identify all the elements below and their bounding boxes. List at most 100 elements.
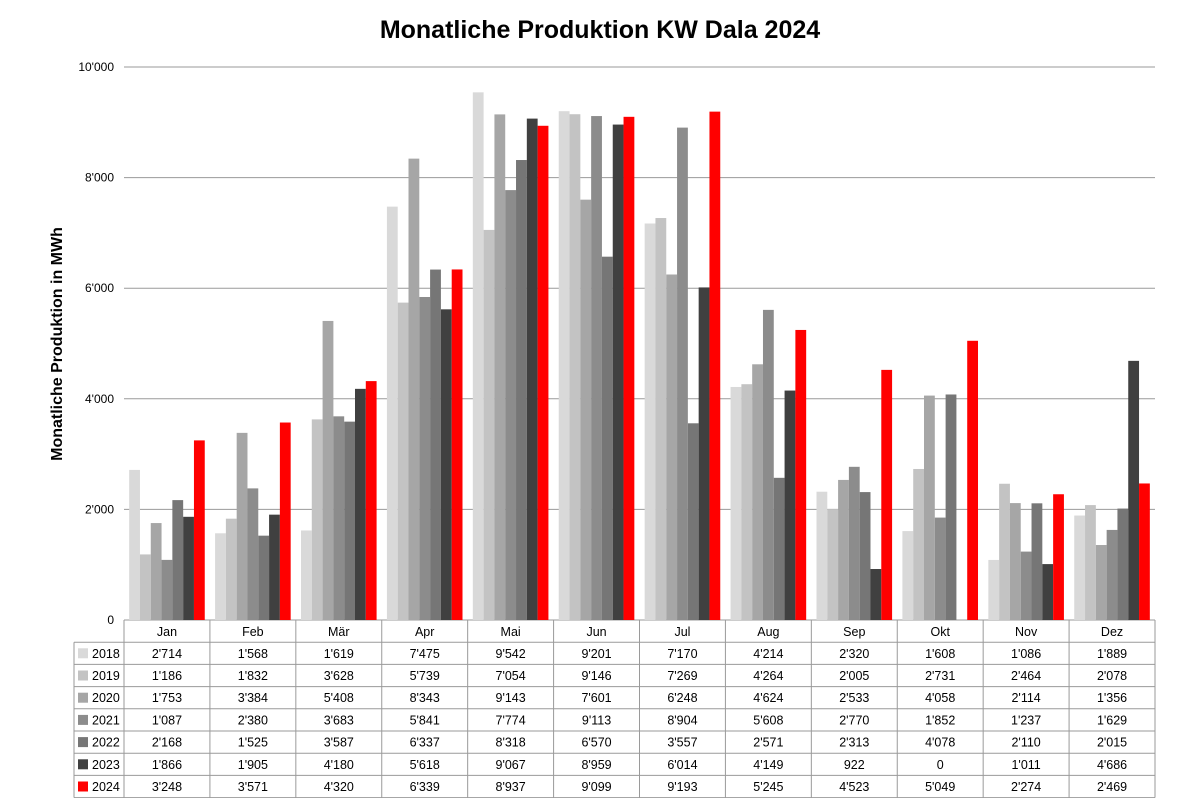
bar	[967, 340, 979, 620]
table-cell-value: 8'904	[667, 713, 697, 727]
bar	[1139, 483, 1150, 620]
bar	[655, 218, 667, 621]
table-cell-value: 3'683	[324, 713, 354, 727]
table-cell-value: 4'624	[753, 691, 783, 705]
table-cell-value: 4'149	[753, 758, 783, 772]
legend-label: 2020	[92, 691, 120, 705]
table-cell-value: 5'408	[324, 691, 354, 705]
table-cell-value: 2'274	[1011, 780, 1041, 794]
table-cell-value: 3'628	[324, 669, 354, 683]
table-cell-value: 4'214	[753, 647, 783, 661]
x-tick-label: Jul	[674, 625, 690, 639]
table-cell-value: 8'959	[581, 758, 611, 772]
bar	[408, 158, 420, 621]
table-cell-value: 9'113	[582, 713, 611, 727]
legend-label: 2021	[92, 713, 120, 727]
bar	[913, 468, 925, 620]
table-cell-value: 2'313	[839, 736, 869, 750]
table-cell-value: 2'770	[839, 713, 869, 727]
table-cell-value: 6'570	[581, 736, 611, 750]
table-cell-value: 1'832	[238, 669, 268, 683]
table-cell-value: 2'078	[1097, 669, 1127, 683]
x-tick-label: Jan	[157, 625, 177, 639]
bar	[333, 416, 345, 620]
bar	[988, 559, 1000, 620]
table-cell-value: 1'087	[152, 713, 182, 727]
bar	[193, 440, 205, 620]
table-cell-value: 2'380	[238, 713, 268, 727]
legend-swatch	[78, 648, 88, 659]
bar	[1009, 503, 1021, 620]
y-tick-label: 4'000	[85, 392, 114, 406]
bar	[773, 477, 785, 620]
table-cell-value: 9'099	[581, 780, 611, 794]
bar	[1085, 505, 1096, 620]
bar	[752, 364, 763, 620]
bar	[558, 111, 570, 621]
bar	[1117, 508, 1129, 620]
table-cell-value: 2'005	[839, 669, 869, 683]
x-tick-label: Sep	[843, 625, 865, 639]
bar	[945, 394, 957, 620]
y-tick-label: 10'000	[78, 60, 114, 74]
legend-swatch	[78, 670, 88, 681]
bar	[419, 296, 431, 620]
bar	[236, 432, 248, 620]
table-cell-value: 3'384	[238, 691, 268, 705]
y-axis-label: Monatliche Produktion in MWh	[49, 227, 66, 461]
bar	[677, 127, 688, 621]
table-cell-value: 1'186	[152, 669, 182, 683]
bar	[279, 422, 291, 620]
bar	[247, 488, 259, 620]
legend-swatch	[78, 692, 88, 703]
x-tick-label: Okt	[930, 625, 950, 639]
table-cell-value: 4'078	[925, 736, 955, 750]
table-cell-value: 1'852	[925, 713, 955, 727]
x-tick-label: Mai	[501, 625, 521, 639]
data-table: Jan Feb Mär Apr Mai Jun Jul Aug Sep Okt Nov Dez 2018…	[73, 620, 1156, 798]
bar	[924, 395, 935, 620]
table-cell-value: 7'475	[410, 647, 440, 661]
table-cell-value: 6'337	[410, 736, 440, 750]
table-cell-value: 7'170	[667, 647, 697, 661]
table-cell-value: 9'067	[496, 758, 526, 772]
bar	[741, 384, 753, 620]
y-tick-label: 0	[107, 613, 114, 627]
table-cell-value: 1'629	[1097, 713, 1127, 727]
legend-swatch	[78, 759, 88, 770]
bar	[386, 206, 398, 620]
table-cell-value: 8'937	[496, 780, 526, 794]
bar	[526, 118, 538, 620]
bar	[300, 530, 312, 620]
bar	[311, 419, 323, 620]
bar	[365, 381, 377, 620]
table-cell-value: 9'542	[496, 647, 526, 661]
legend-label: 2023	[92, 758, 120, 772]
table-cell-value: 6'339	[410, 780, 440, 794]
table-cell-value: 2'168	[152, 736, 182, 750]
table-cell-value: 2'320	[839, 647, 869, 661]
table-cell-value: 7'601	[581, 691, 611, 705]
bar	[537, 125, 549, 620]
table-cell-value: 5'608	[753, 713, 783, 727]
table-cell-value: 3'248	[152, 780, 182, 794]
bar	[591, 116, 602, 621]
legend-label: 2024	[92, 780, 120, 794]
table-cell-value: 5'245	[753, 780, 783, 794]
table-cell-value: 2'114	[1011, 691, 1040, 705]
table-cell-value: 5'049	[925, 780, 955, 794]
table-cell-value: 2'714	[152, 647, 182, 661]
table-cell-value: 6'014	[667, 758, 697, 772]
bar	[161, 559, 173, 620]
table-cell-value: 2'533	[839, 691, 869, 705]
bar	[451, 269, 463, 620]
table-cell-value: 9'146	[581, 669, 611, 683]
y-tick-label: 2'000	[85, 502, 114, 516]
bar	[150, 523, 162, 620]
bar	[934, 517, 946, 620]
legend-swatch	[78, 737, 88, 748]
bar	[687, 423, 699, 620]
bar	[1053, 494, 1064, 620]
table-cell-value: 1'753	[152, 691, 182, 705]
bars	[129, 92, 1150, 621]
